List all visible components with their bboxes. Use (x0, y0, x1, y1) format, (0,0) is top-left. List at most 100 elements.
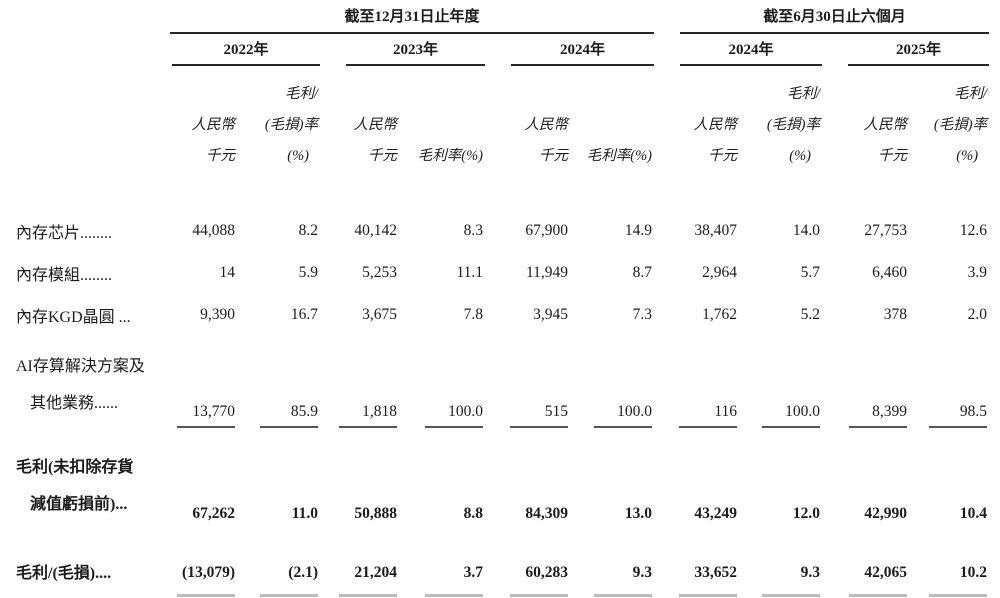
spacer-cell (989, 34, 1000, 66)
subheader-cell: 毛利率(%) (570, 66, 654, 182)
row-label-line1: 毛利(未扣除存貨 (16, 459, 134, 476)
value-cell: 6,460 (872, 264, 908, 281)
total-value: 9.3 (762, 564, 821, 597)
subheader-line: 千元 (539, 148, 568, 164)
subheader-line: 人民幣 (863, 117, 908, 133)
value-cell: 5.7 (800, 264, 821, 281)
subtotal-value: 100.0 (762, 403, 821, 428)
value-cell: 60,283 (485, 537, 570, 598)
value-cell: 38,407 (694, 222, 738, 239)
row-label: 內存芯片........ (16, 225, 113, 242)
row-label-line2: 減值虧損前)... (30, 496, 128, 513)
value-cell: 98.5 (909, 336, 989, 438)
value-cell: 1,818 (320, 336, 399, 438)
subtotal-value: 98.5 (929, 403, 988, 428)
value-cell: 85.9 (237, 336, 320, 438)
total-value: 60,283 (510, 564, 568, 597)
value-cell: 42,990 (864, 505, 908, 522)
value-cell: 7.8 (463, 306, 483, 323)
subheader-cell: 人民幣 千元 (170, 66, 237, 182)
value-cell: 67,900 (525, 222, 568, 239)
subheader-line: (毛損)率 (933, 117, 988, 133)
value-cell: 16.7 (290, 306, 318, 323)
table-row: 內存KGD晶圓 ... 9,390 16.7 3,675 7.8 3,945 7… (0, 294, 1000, 336)
year-2024: 2024年 (485, 34, 655, 66)
corner-cell (0, 0, 170, 34)
value-cell: 8.3 (463, 222, 483, 239)
subheader-row: 人民幣 千元 毛利/ (毛損)率 (%) 人民幣 千元 毛利率(%) 人民幣 千… (0, 66, 1000, 182)
subheader-cell: 人民幣 千元 (320, 66, 399, 182)
corner-cell (0, 66, 170, 182)
value-cell: 8.7 (632, 264, 653, 281)
subheader-line: 毛利/ (954, 86, 988, 102)
value-cell: 11.0 (291, 505, 318, 522)
value-cell: 3.7 (399, 537, 485, 598)
value-cell: 44,088 (192, 222, 235, 239)
value-cell: 40,142 (354, 222, 397, 239)
value-cell: 2,964 (702, 264, 738, 281)
value-cell: 100.0 (739, 336, 822, 438)
spacer-cell (989, 438, 1000, 537)
spacer-cell (989, 252, 1000, 294)
subtotal-value: 1,818 (339, 403, 397, 428)
row-label: AI存算解決方案及 其他業務...... (0, 336, 170, 438)
value-cell: 14 (219, 264, 236, 281)
total-value: (13,079) (177, 564, 235, 597)
value-cell: 33,652 (654, 537, 739, 598)
value-cell: 10.4 (959, 505, 988, 522)
total-value: 10.2 (929, 564, 988, 597)
spacer-cell (989, 0, 1000, 34)
value-cell: 3,945 (533, 306, 568, 323)
value-cell: 13.0 (624, 505, 653, 522)
value-cell: 1,762 (702, 306, 738, 323)
value-cell: 100.0 (570, 336, 654, 438)
value-cell: 42,065 (822, 537, 909, 598)
spacer-cell (989, 210, 1000, 252)
subheader-line: (%) (789, 148, 812, 164)
year-2024-interim-label: 2024年 (680, 38, 823, 66)
total-value: (2.1) (260, 564, 318, 597)
value-cell: 3,675 (362, 306, 397, 323)
row-label: 內存模組........ (16, 267, 113, 284)
total-value: 9.3 (594, 564, 653, 597)
subheader-line: 毛利率(%) (417, 148, 483, 164)
value-cell: 84,309 (525, 505, 568, 522)
value-cell: 12.0 (792, 505, 821, 522)
subtotal-value: 100.0 (594, 403, 653, 428)
value-cell: 7.3 (632, 306, 653, 323)
subheader-line: 毛利/ (786, 86, 821, 102)
year-2022-label: 2022年 (172, 38, 320, 66)
value-cell: 67,262 (192, 505, 235, 522)
year-2023: 2023年 (320, 34, 485, 66)
subtotal-value: 8,399 (849, 403, 908, 428)
subheader-line: 千元 (708, 148, 738, 164)
total-value: 3.7 (425, 564, 483, 597)
subheader-line: (%) (287, 148, 309, 164)
table-row: AI存算解決方案及 其他業務...... 13,770 85.9 1,818 1… (0, 336, 1000, 438)
table-row: 內存模組........ 14 5.9 5,253 11.1 11,949 8.… (0, 252, 1000, 294)
subtotal-value: 13,770 (177, 403, 235, 428)
row-label-line2: 其他業務...... (30, 395, 119, 412)
subtotal-value: 116 (679, 403, 738, 428)
spacer-row (0, 182, 1000, 210)
subheader-line: (毛損)率 (766, 117, 821, 133)
subheader-line: 人民幣 (524, 117, 569, 133)
subheader-line: 人民幣 (693, 117, 738, 133)
value-cell: 11,949 (525, 264, 568, 281)
total-value: 42,065 (849, 564, 908, 597)
subtotal-value: 85.9 (260, 403, 318, 428)
table-row: 內存芯片........ 44,088 8.2 40,142 8.3 67,90… (0, 210, 1000, 252)
value-cell: 11.1 (456, 264, 483, 281)
value-cell: 9.3 (739, 537, 822, 598)
row-label: 內存KGD晶圓 ... (16, 309, 131, 326)
value-cell: 9.3 (570, 537, 654, 598)
value-cell: 2.0 (967, 306, 988, 323)
corner-cell (0, 34, 170, 66)
value-cell: (2.1) (237, 537, 320, 598)
subtotal-value: 100.0 (425, 403, 483, 428)
subheader-cell: 毛利/ (毛損)率 (%) (237, 66, 320, 182)
value-cell: 3.9 (967, 264, 988, 281)
year-header-row: 2022年 2023年 2024年 2024年 2025年 (0, 34, 1000, 66)
section-interim-label: 截至6月30日止六個月 (680, 5, 990, 34)
